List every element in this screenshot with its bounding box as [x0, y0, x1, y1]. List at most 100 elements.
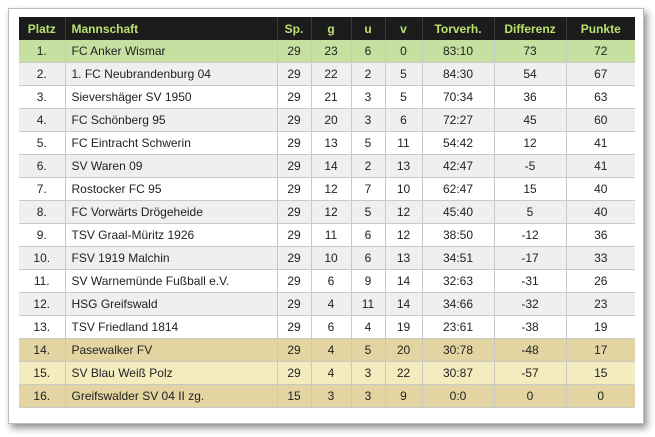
cell-lost: 6 — [385, 108, 423, 132]
cell-diff: -12 — [494, 223, 567, 247]
table-header-row: Platz Mannschaft Sp. g u v Torverh. Diff… — [19, 17, 635, 40]
cell-team[interactable]: SV Waren 09 — [65, 154, 278, 178]
cell-team[interactable]: TSV Graal-Müritz 1926 — [65, 223, 278, 247]
table-row: 14. Pasewalker FV 29 4 5 20 30:78 -48 17 — [19, 338, 635, 362]
cell-drawn: 9 — [351, 269, 386, 293]
cell-place: 4. — [19, 108, 66, 132]
cell-points: 40 — [566, 177, 635, 201]
header-team[interactable]: Mannschaft — [65, 17, 278, 40]
cell-diff: -57 — [494, 361, 567, 385]
header-place[interactable]: Platz — [19, 17, 66, 40]
cell-lost: 10 — [385, 177, 423, 201]
cell-team[interactable]: Rostocker FC 95 — [65, 177, 278, 201]
cell-drawn: 6 — [351, 223, 386, 247]
cell-goals: 0:0 — [422, 384, 495, 408]
table-row: 15. SV Blau Weiß Polz 29 4 3 22 30:87 -57 15 — [19, 361, 635, 385]
cell-played: 29 — [277, 338, 312, 362]
header-drawn[interactable]: u — [351, 17, 386, 40]
header-played[interactable]: Sp. — [277, 17, 312, 40]
header-points[interactable]: Punkte — [566, 17, 635, 40]
cell-team[interactable]: FC Anker Wismar — [65, 40, 278, 63]
cell-points: 67 — [566, 62, 635, 86]
cell-team[interactable]: FC Eintracht Schwerin — [65, 131, 278, 155]
cell-place: 14. — [19, 338, 66, 362]
header-won[interactable]: g — [311, 17, 352, 40]
cell-diff: -32 — [494, 292, 567, 316]
cell-lost: 14 — [385, 269, 423, 293]
cell-team[interactable]: SV Warnemünde Fußball e.V. — [65, 269, 278, 293]
cell-points: 41 — [566, 154, 635, 178]
cell-lost: 22 — [385, 361, 423, 385]
table-row: 10. FSV 1919 Malchin 29 10 6 13 34:51 -17 33 — [19, 246, 635, 270]
standings-body: 1. FC Anker Wismar 29 23 6 0 83:10 73 72 2. 1. FC … — [19, 40, 635, 408]
cell-team[interactable]: Greifswalder SV 04 II zg. — [65, 384, 278, 408]
cell-lost: 13 — [385, 154, 423, 178]
cell-goals: 38:50 — [422, 223, 495, 247]
header-diff[interactable]: Differenz — [494, 17, 567, 40]
cell-played: 29 — [277, 223, 312, 247]
cell-team[interactable]: FSV 1919 Malchin — [65, 246, 278, 270]
cell-points: 41 — [566, 131, 635, 155]
cell-points: 40 — [566, 200, 635, 224]
cell-team[interactable]: TSV Friedland 1814 — [65, 315, 278, 339]
cell-diff: 45 — [494, 108, 567, 132]
cell-won: 3 — [311, 384, 352, 408]
cell-played: 29 — [277, 85, 312, 109]
cell-team[interactable]: HSG Greifswald — [65, 292, 278, 316]
header-goals[interactable]: Torverh. — [422, 17, 495, 40]
cell-played: 29 — [277, 177, 312, 201]
cell-place: 11. — [19, 269, 66, 293]
cell-team[interactable]: FC Vorwärts Drögeheide — [65, 200, 278, 224]
cell-place: 2. — [19, 62, 66, 86]
cell-points: 63 — [566, 85, 635, 109]
cell-lost: 5 — [385, 85, 423, 109]
cell-won: 23 — [311, 40, 352, 63]
cell-goals: 23:61 — [422, 315, 495, 339]
header-lost[interactable]: v — [385, 17, 423, 40]
cell-diff: -5 — [494, 154, 567, 178]
cell-goals: 30:78 — [422, 338, 495, 362]
table-row: 1. FC Anker Wismar 29 23 6 0 83:10 73 72 — [19, 40, 635, 63]
cell-diff: 0 — [494, 384, 567, 408]
table-row: 16. Greifswalder SV 04 II zg. 15 3 3 9 0:0 0 0 — [19, 384, 635, 408]
cell-place: 6. — [19, 154, 66, 178]
cell-won: 13 — [311, 131, 352, 155]
cell-place: 7. — [19, 177, 66, 201]
cell-points: 23 — [566, 292, 635, 316]
table-row: 11. SV Warnemünde Fußball e.V. 29 6 9 14 32:63… — [19, 269, 635, 293]
cell-team[interactable]: FC Schönberg 95 — [65, 108, 278, 132]
cell-team[interactable]: 1. FC Neubrandenburg 04 — [65, 62, 278, 86]
cell-lost: 12 — [385, 223, 423, 247]
table-row: 7. Rostocker FC 95 29 12 7 10 62:47 15 40 — [19, 177, 635, 201]
cell-won: 12 — [311, 177, 352, 201]
cell-points: 33 — [566, 246, 635, 270]
cell-diff: 12 — [494, 131, 567, 155]
cell-team[interactable]: SV Blau Weiß Polz — [65, 361, 278, 385]
cell-drawn: 4 — [351, 315, 386, 339]
cell-place: 13. — [19, 315, 66, 339]
cell-won: 11 — [311, 223, 352, 247]
cell-goals: 70:34 — [422, 85, 495, 109]
cell-points: 26 — [566, 269, 635, 293]
table-row: 8. FC Vorwärts Drögeheide 29 12 5 12 45:40 5 40 — [19, 200, 635, 224]
standings-table: Platz Mannschaft Sp. g u v Torverh. Diff… — [19, 17, 635, 408]
cell-team[interactable]: Pasewalker FV — [65, 338, 278, 362]
cell-place: 9. — [19, 223, 66, 247]
cell-drawn: 3 — [351, 85, 386, 109]
cell-diff: -38 — [494, 315, 567, 339]
cell-team[interactable]: Sievershäger SV 1950 — [65, 85, 278, 109]
cell-place: 15. — [19, 361, 66, 385]
cell-place: 1. — [19, 40, 66, 63]
standings-frame: Platz Mannschaft Sp. g u v Torverh. Diff… — [8, 8, 644, 424]
cell-diff: 15 — [494, 177, 567, 201]
cell-goals: 32:63 — [422, 269, 495, 293]
table-row: 2. 1. FC Neubrandenburg 04 29 22 2 5 84:30 54 67 — [19, 62, 635, 86]
cell-played: 29 — [277, 200, 312, 224]
table-row: 4. FC Schönberg 95 29 20 3 6 72:27 45 60 — [19, 108, 635, 132]
cell-lost: 0 — [385, 40, 423, 63]
cell-won: 12 — [311, 200, 352, 224]
cell-goals: 84:30 — [422, 62, 495, 86]
cell-played: 29 — [277, 246, 312, 270]
cell-goals: 42:47 — [422, 154, 495, 178]
cell-goals: 45:40 — [422, 200, 495, 224]
